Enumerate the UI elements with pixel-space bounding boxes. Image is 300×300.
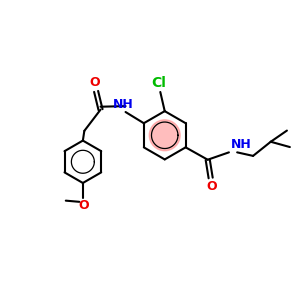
Text: NH: NH (113, 98, 134, 110)
Text: Cl: Cl (152, 76, 166, 90)
Text: O: O (89, 76, 100, 89)
Text: O: O (206, 180, 217, 193)
Text: O: O (78, 199, 89, 212)
Text: NH: NH (230, 138, 251, 151)
Ellipse shape (149, 120, 180, 151)
